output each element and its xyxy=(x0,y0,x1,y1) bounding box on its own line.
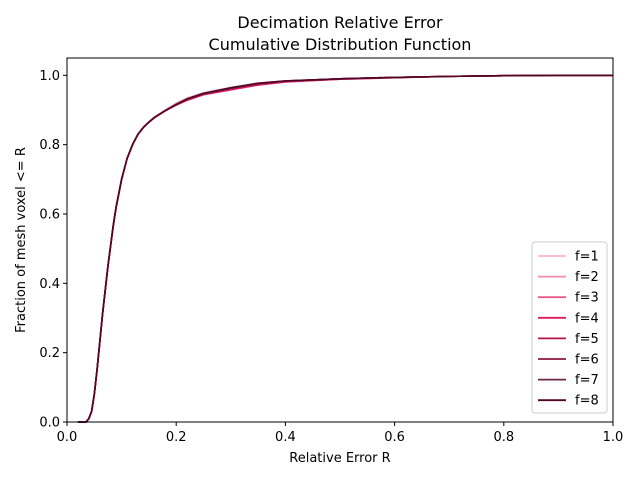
legend-label-7: f=7 xyxy=(575,373,599,388)
chart-title-line1: Decimation Relative Error xyxy=(237,13,443,32)
y-tick-label: 0.4 xyxy=(39,277,60,292)
x-tick-label: 0.4 xyxy=(275,430,296,445)
x-axis: 0.0 0.2 0.4 0.6 0.8 1.0 xyxy=(57,422,624,445)
plot-frame xyxy=(66,57,614,423)
y-axis: 0.0 0.2 0.4 0.6 0.8 1.0 xyxy=(39,69,67,431)
y-tick-label: 0.8 xyxy=(39,138,60,153)
y-tick-label: 0.6 xyxy=(39,208,60,223)
legend: f=1 f=2 f=3 f=4 f=5 f=6 f=7 f=8 xyxy=(531,241,608,414)
y-axis-label: Fraction of mesh voxel <= R xyxy=(14,147,29,333)
legend-label-2: f=2 xyxy=(575,270,599,285)
series-layer xyxy=(77,74,613,423)
legend-label-8: f=8 xyxy=(575,394,599,409)
x-tick-label: 0.6 xyxy=(384,430,405,445)
x-tick-label: 1.0 xyxy=(603,430,624,445)
legend-label-4: f=4 xyxy=(575,311,599,326)
x-axis-label: Relative Error R xyxy=(289,451,390,466)
x-tick-label: 0.8 xyxy=(493,430,514,445)
legend-label-1: f=1 xyxy=(575,250,599,265)
y-tick-label: 0.2 xyxy=(39,346,60,361)
y-tick-label: 0.0 xyxy=(39,416,60,431)
series-line-8 xyxy=(77,74,613,423)
legend-label-6: f=6 xyxy=(575,353,599,368)
x-tick-label: 0.2 xyxy=(166,430,187,445)
y-tick-label: 1.0 xyxy=(39,69,60,84)
x-tick-label: 0.0 xyxy=(57,430,78,445)
chart-title-line2: Cumulative Distribution Function xyxy=(209,35,472,54)
legend-label-5: f=5 xyxy=(575,332,599,347)
legend-label-3: f=3 xyxy=(575,291,599,306)
legend-box xyxy=(531,241,608,414)
